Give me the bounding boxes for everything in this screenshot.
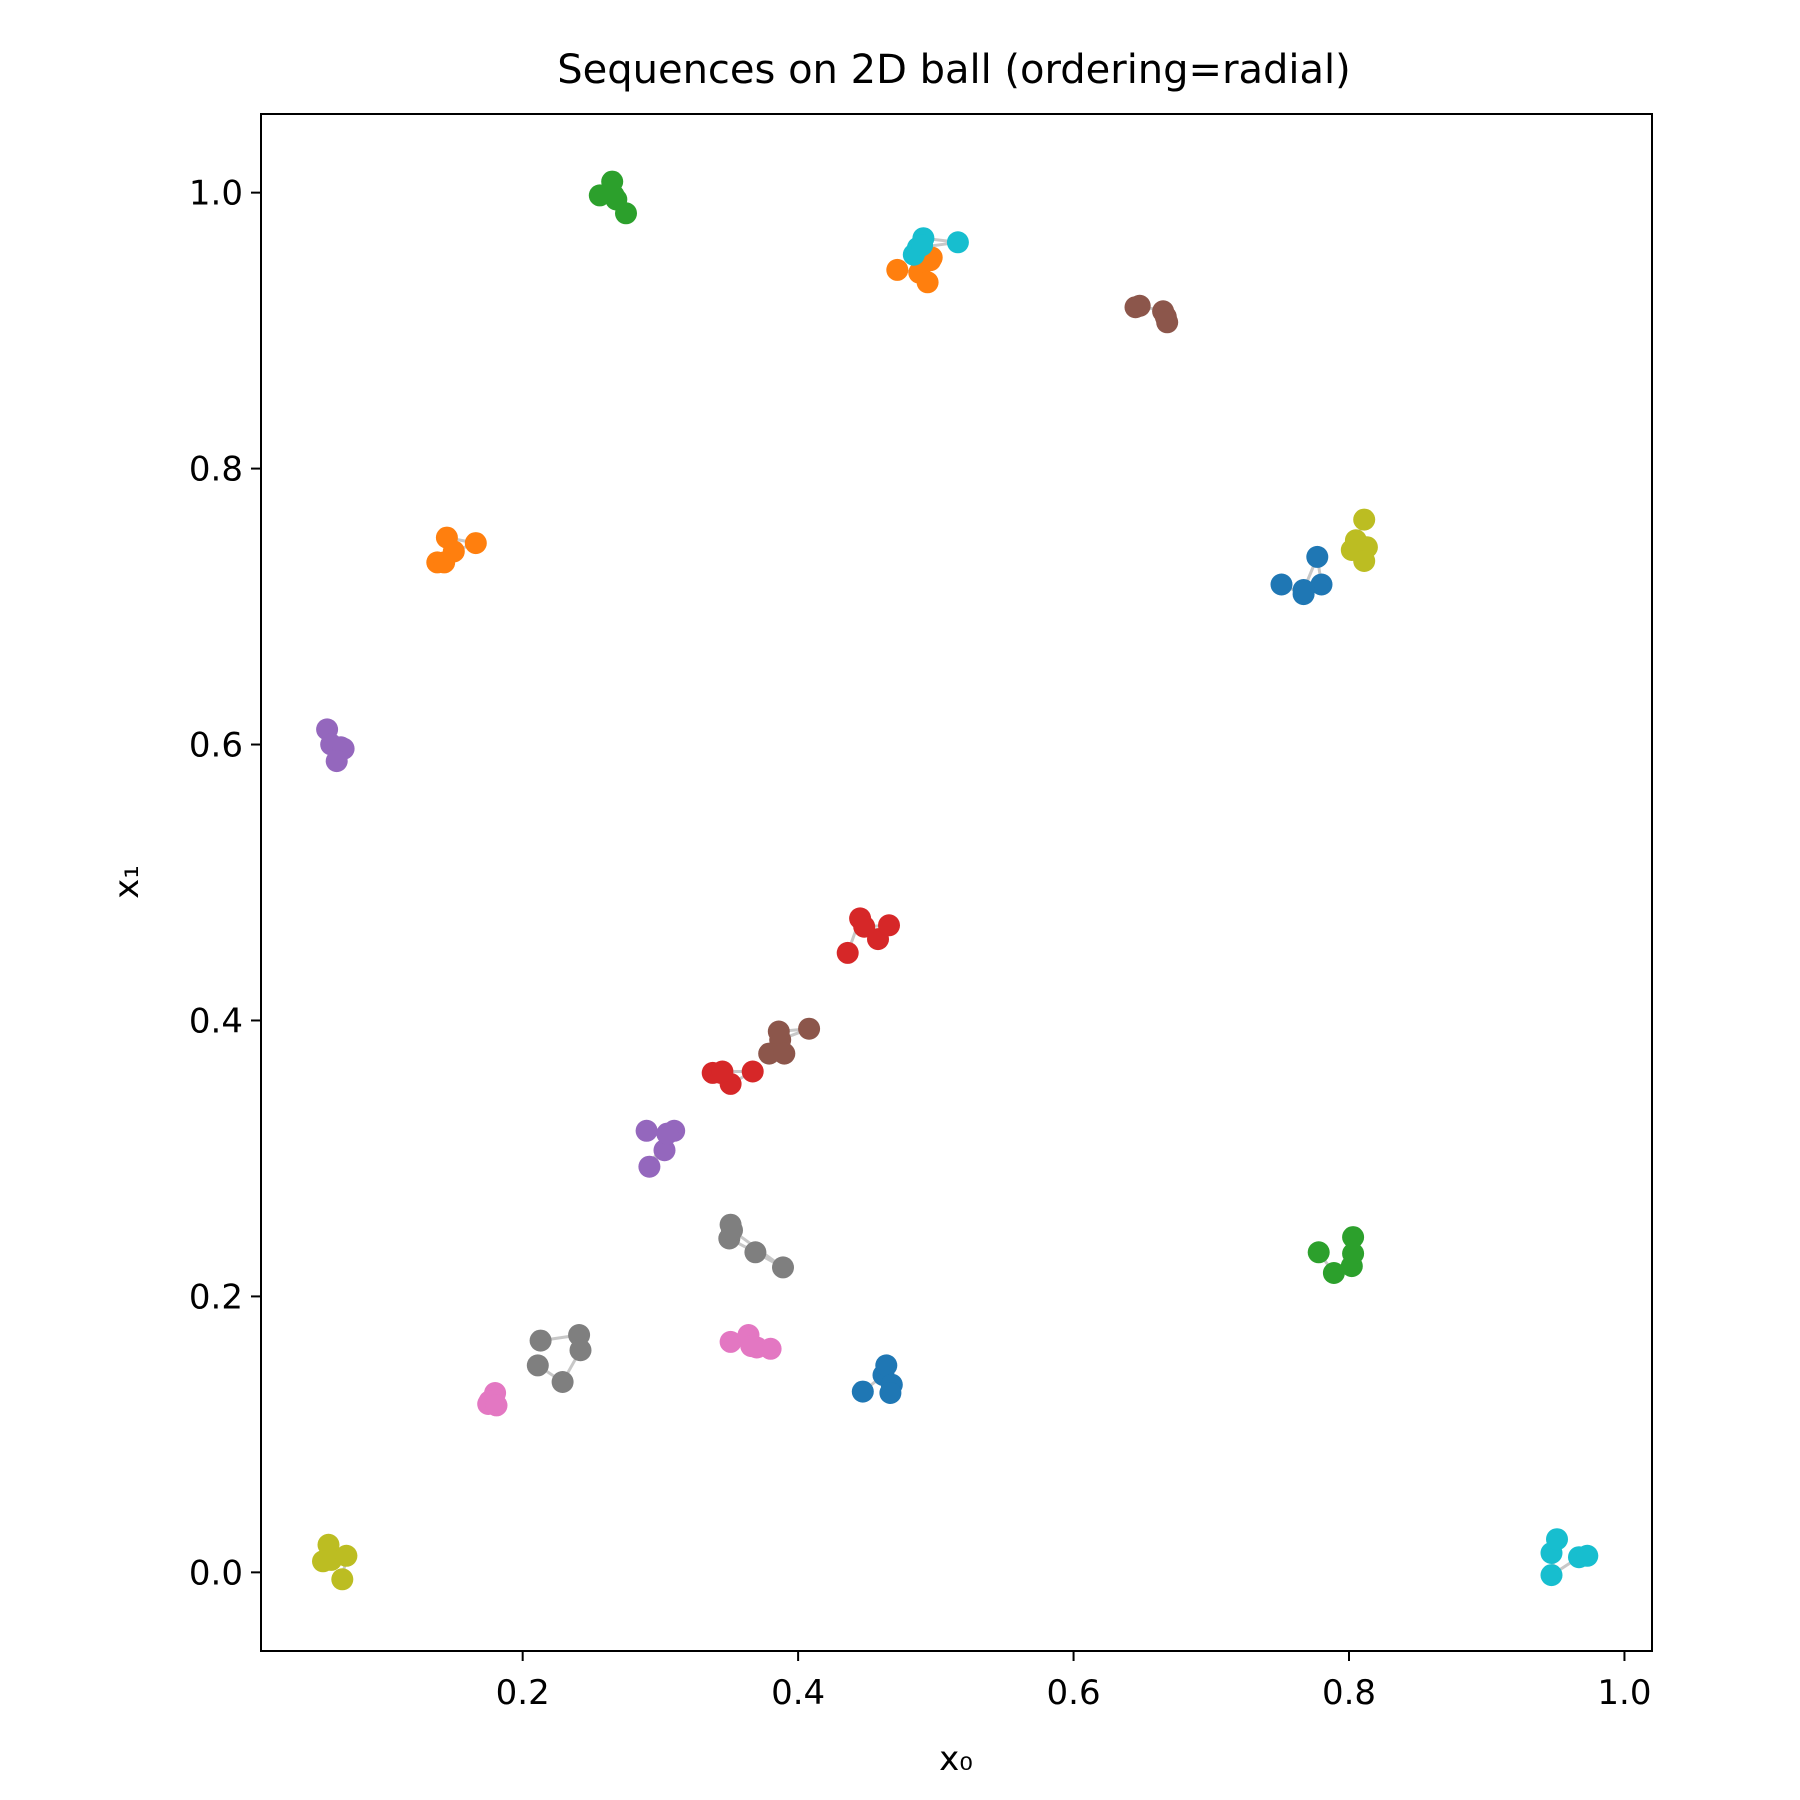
data-point xyxy=(1353,550,1376,572)
x-axis-label: x₀ xyxy=(939,1739,973,1779)
y-tick-label: 0.6 xyxy=(189,726,243,766)
data-point xyxy=(605,188,628,211)
data-point xyxy=(741,1060,764,1083)
data-point xyxy=(721,1219,743,1242)
series-2 xyxy=(426,526,487,574)
x-tick-label: 1.0 xyxy=(1597,1673,1651,1713)
data-point xyxy=(798,1017,821,1040)
data-point xyxy=(758,1042,781,1065)
series-13 xyxy=(1307,1226,1365,1284)
data-point xyxy=(875,1354,898,1377)
data-point xyxy=(1342,1242,1365,1265)
data-point xyxy=(1322,1262,1345,1284)
data-point xyxy=(1576,1544,1599,1567)
data-point xyxy=(1307,1241,1330,1264)
data-point xyxy=(772,1256,794,1279)
x-tick-label: 0.2 xyxy=(496,1673,550,1713)
data-point xyxy=(744,1241,767,1264)
data-point xyxy=(485,1394,508,1417)
y-tick-label: 0.2 xyxy=(189,1277,243,1317)
data-point xyxy=(1540,1564,1563,1587)
series-4 xyxy=(836,907,900,964)
series-9 xyxy=(312,1533,358,1591)
data-point xyxy=(331,1568,354,1591)
series-16 xyxy=(758,1017,821,1065)
data-point xyxy=(911,234,934,257)
series-19 xyxy=(1340,508,1378,572)
data-point xyxy=(1310,573,1333,596)
x-tick-label: 0.8 xyxy=(1322,1673,1376,1713)
data-layer xyxy=(312,170,1599,1591)
series-6 xyxy=(1124,294,1179,334)
x-tick-label: 0.4 xyxy=(771,1673,825,1713)
series-1 xyxy=(1270,545,1333,606)
series-7 xyxy=(477,1382,508,1417)
data-point xyxy=(1156,311,1179,334)
data-point xyxy=(1353,508,1376,531)
data-point xyxy=(433,551,456,574)
data-point xyxy=(878,914,900,937)
data-point xyxy=(836,941,859,964)
data-point xyxy=(886,258,909,281)
series-20 xyxy=(902,227,969,266)
series-11 xyxy=(851,1354,903,1404)
data-point xyxy=(653,1139,676,1162)
data-point xyxy=(569,1339,592,1362)
y-tick-label: 1.0 xyxy=(189,174,243,214)
data-point xyxy=(529,1329,552,1352)
data-point xyxy=(1292,579,1315,601)
data-point xyxy=(335,1544,358,1567)
series-10 xyxy=(1540,1528,1599,1587)
chart-title: Sequences on 2D ball (ordering=radial) xyxy=(557,47,1351,93)
data-point xyxy=(1128,294,1151,317)
data-point xyxy=(719,1330,742,1353)
data-point xyxy=(638,1155,661,1178)
axes-layer: 0.2 0.4 0.6 0.8 1.0 0.0 0.2 0.4 0.6 0.8 1.0 xyxy=(189,174,1652,1713)
series-5 xyxy=(316,718,355,773)
data-point xyxy=(1546,1528,1568,1551)
y-tick-label: 0.8 xyxy=(189,450,243,490)
y-tick-label: 0.4 xyxy=(189,1001,243,1041)
data-point xyxy=(464,532,487,555)
data-point xyxy=(879,1382,902,1404)
data-point xyxy=(853,915,876,938)
data-point xyxy=(1306,545,1329,568)
series-8 xyxy=(526,1324,592,1393)
data-point xyxy=(1270,573,1293,596)
data-point xyxy=(851,1380,874,1403)
series-14 xyxy=(701,1060,764,1095)
data-point xyxy=(759,1337,782,1360)
y-axis-label: x₁ xyxy=(107,865,147,899)
data-point xyxy=(711,1060,734,1083)
data-point xyxy=(773,1042,796,1065)
x-tick-label: 0.6 xyxy=(1047,1673,1101,1713)
data-point xyxy=(526,1354,549,1377)
data-point xyxy=(551,1371,574,1393)
series-18 xyxy=(718,1213,794,1279)
y-tick-label: 0.0 xyxy=(189,1553,243,1593)
plot-frame xyxy=(260,113,1653,1652)
data-point xyxy=(635,1119,658,1142)
series-3 xyxy=(588,170,637,225)
data-point xyxy=(946,231,969,254)
series-17 xyxy=(719,1324,782,1360)
data-point xyxy=(916,271,939,294)
data-point xyxy=(1342,1226,1365,1249)
series-15 xyxy=(635,1119,686,1178)
data-point xyxy=(656,1122,679,1145)
data-point xyxy=(740,1335,763,1358)
data-point xyxy=(325,750,348,773)
